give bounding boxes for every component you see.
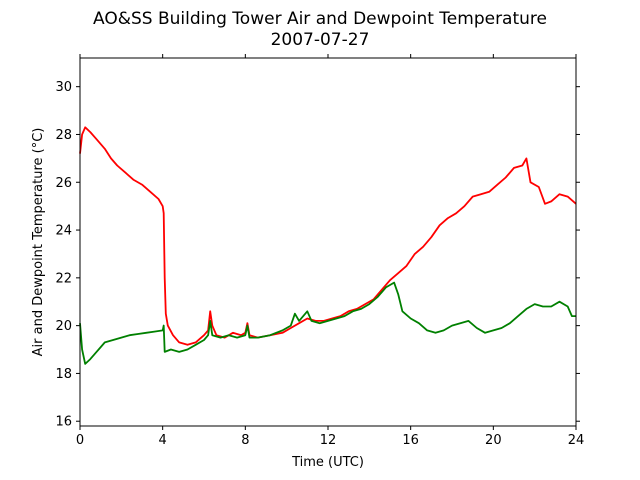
chart-subtitle: 2007-07-27 [271,30,370,50]
tick-layer: 0 4 8 12 16 20 24 16 18 20 22 24 26 28 30 [55,54,584,448]
x-tick-label: 8 [241,433,249,448]
y-tick-label: 26 [55,176,72,191]
plot-frame [79,57,577,427]
y-tick-label: 30 [55,80,72,95]
y-tick-label: 18 [55,367,72,382]
x-tick-label: 12 [320,433,337,448]
series-line-1 [79,126,577,346]
y-tick-label: 20 [55,319,72,334]
y-tick-label: 22 [55,271,72,286]
y-tick-label: 24 [55,224,72,239]
y-axis-label: Air and Dewpoint Temperature (°C) [31,128,46,357]
series-line-2 [79,281,576,365]
series-layer [79,126,577,365]
x-axis-label: Time (UTC) [291,455,364,470]
x-tick-label: 0 [76,433,84,448]
x-tick-label: 24 [568,433,585,448]
x-tick-label: 20 [485,433,502,448]
y-tick-label: 16 [55,415,72,430]
x-tick-label: 4 [159,433,167,448]
y-tick-label: 28 [55,128,72,143]
x-tick-label: 16 [402,433,419,448]
chart-title: AO&SS Building Tower Air and Dewpoint Te… [93,9,547,29]
